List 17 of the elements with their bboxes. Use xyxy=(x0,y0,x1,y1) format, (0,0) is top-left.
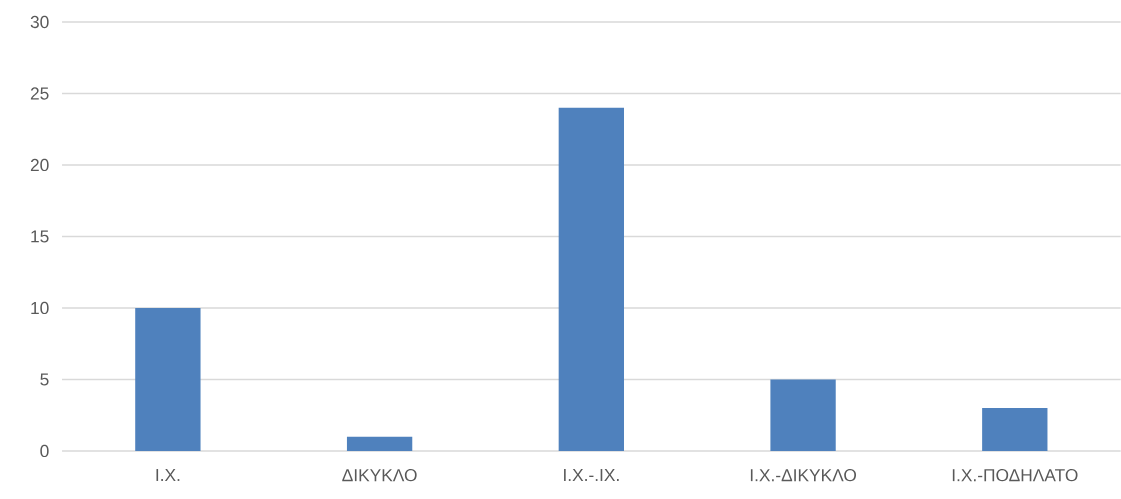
y-tick-label: 30 xyxy=(30,15,49,29)
bar xyxy=(135,307,201,451)
bar xyxy=(982,408,1048,451)
y-tick-label: 15 xyxy=(31,230,49,243)
x-tick-label: ΔΙΚΥΚΛΟ xyxy=(342,469,417,482)
y-tick-label: 20 xyxy=(30,158,49,172)
bar xyxy=(346,436,413,451)
y-tick-label: 0 xyxy=(40,444,49,458)
y-tick-label: 10 xyxy=(31,301,49,315)
x-tick-label: Ι.Χ.-.ΙΧ. xyxy=(564,469,619,481)
bar xyxy=(558,107,625,451)
y-tick-label: 5 xyxy=(40,373,49,386)
x-tick-label: Ι.Χ.-ΔΙΚΥΚΛΟ xyxy=(750,469,857,482)
y-tick-label: 25 xyxy=(30,87,49,100)
x-tick-label: Ι.Χ. xyxy=(156,469,180,481)
x-tick-label: Ι.Χ.-ΠΟΔΗΛΑΤΟ xyxy=(952,469,1078,482)
bar xyxy=(770,379,836,451)
